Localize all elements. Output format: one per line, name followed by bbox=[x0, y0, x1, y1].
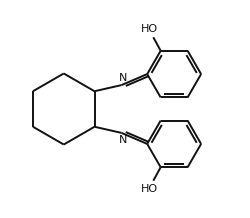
Text: N: N bbox=[118, 135, 127, 145]
Text: HO: HO bbox=[141, 184, 158, 194]
Text: N: N bbox=[118, 73, 127, 83]
Text: HO: HO bbox=[141, 24, 158, 34]
